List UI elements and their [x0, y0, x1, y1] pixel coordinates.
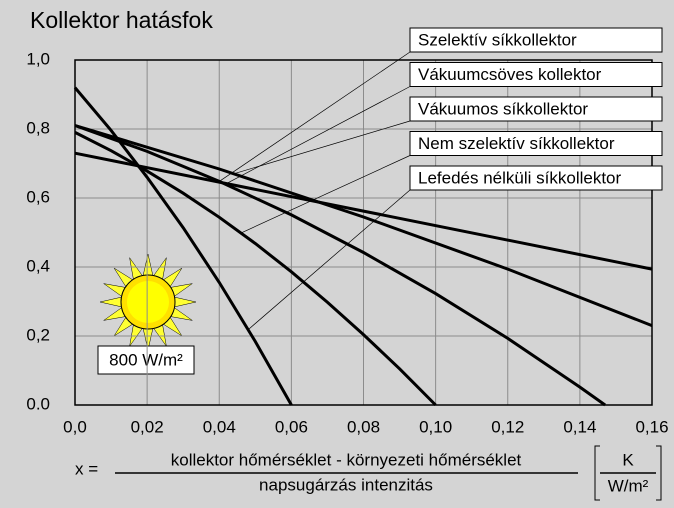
y-tick-label: 0,2: [26, 325, 50, 344]
legend-label: Vákuumos síkkollektor: [418, 99, 588, 118]
x-tick-label: 0,06: [275, 417, 308, 436]
sun-ray: [173, 296, 197, 308]
legend-box: [409, 165, 663, 191]
unit-denominator: W/m²: [608, 476, 649, 495]
x-label-numerator: kollektor hőmérséklet - környezeti hőmér…: [171, 450, 522, 469]
y-tick-label: 1,0: [26, 49, 50, 68]
legend-box: [409, 62, 663, 87]
line-series: [74, 151, 653, 271]
legend-label: Nem szelektív síkkollektor: [418, 134, 615, 153]
legend-label: Vákuumcsöves kollektor: [418, 65, 602, 84]
x-tick-label: 0,02: [131, 417, 164, 436]
leader-line: [240, 155, 411, 234]
y-tick-label: 0.0: [26, 394, 50, 413]
x-tick-label: 0,0: [63, 417, 87, 436]
legend-box: [409, 27, 663, 53]
x-label-denominator: napsugárzás intenzitás: [259, 475, 433, 494]
x-tick-label: 0,12: [491, 417, 524, 436]
y-tick-label: 0,4: [26, 256, 50, 275]
line-series: [73, 86, 293, 406]
x-tick-label: 0,10: [419, 417, 452, 436]
y-tick-label: 0,8: [26, 118, 50, 137]
x-tick-label: 0,04: [203, 417, 236, 436]
line-series: [74, 131, 437, 407]
chart-title: Kollektor hatásfok: [30, 7, 213, 33]
unit-numerator: K: [622, 450, 634, 469]
line-series: [74, 124, 606, 407]
plot-border: [74, 59, 653, 406]
sun: [99, 253, 197, 351]
annotation: 800 W/m²: [109, 350, 183, 369]
y-tick-label: 0,6: [26, 187, 50, 206]
legend-label: Lefedés nélküli síkkollektor: [418, 168, 622, 187]
sun-ray: [142, 253, 154, 277]
x-tick-label: 0,16: [635, 417, 668, 436]
x-tick-label: 0,08: [347, 417, 380, 436]
x-label-prefix: x =: [75, 459, 98, 478]
legend-box: [409, 96, 663, 122]
legend-box: [409, 131, 663, 156]
unit-bracket: [594, 445, 662, 501]
legend-label: Szelektív síkkollektor: [418, 30, 577, 49]
leader-line: [233, 120, 411, 175]
x-tick-label: 0,14: [563, 417, 596, 436]
leader-line: [219, 51, 411, 182]
line-series: [74, 124, 653, 327]
annotation-box: [97, 345, 195, 375]
sun-ray: [99, 296, 123, 308]
leader-line: [226, 86, 411, 184]
leader-line: [247, 189, 411, 330]
